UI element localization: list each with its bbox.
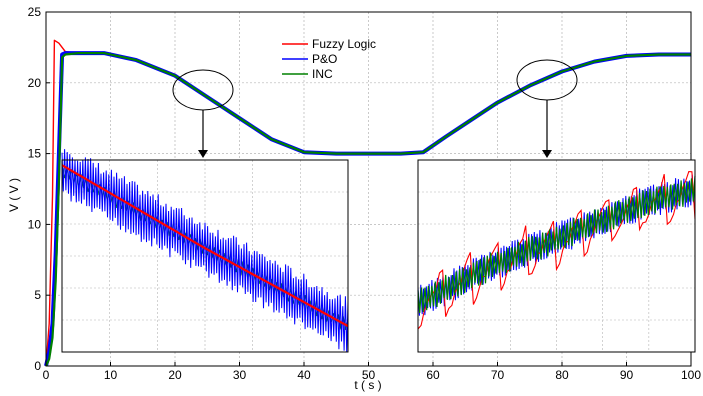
inset-right bbox=[417, 159, 696, 353]
ticks: 0 10 20 30 40 50 60 70 80 90 100 0 5 10 15 20 25 bbox=[28, 5, 702, 382]
x-tick-label: 70 bbox=[491, 368, 505, 382]
x-tick-label: 30 bbox=[233, 368, 247, 382]
y-tick-label: 15 bbox=[28, 147, 42, 161]
x-tick-label: 60 bbox=[426, 368, 440, 382]
inset-left bbox=[61, 149, 349, 353]
zoom-arrowhead-left bbox=[198, 150, 208, 158]
x-axis-label: t ( s ) bbox=[354, 378, 381, 392]
y-tick-label: 5 bbox=[34, 288, 41, 302]
x-tick-label: 50 bbox=[362, 368, 376, 382]
x-tick-label: 40 bbox=[297, 368, 311, 382]
y-axis-label: V ( V ) bbox=[7, 178, 21, 212]
x-tick-label: 0 bbox=[43, 368, 50, 382]
series-main bbox=[44, 39, 691, 367]
y-tick-label: 10 bbox=[28, 217, 42, 231]
zoom-arrowhead-right bbox=[542, 150, 552, 158]
y-tick-label: 20 bbox=[28, 76, 42, 90]
x-tick-label: 90 bbox=[620, 368, 634, 382]
x-tick-label: 10 bbox=[104, 368, 118, 382]
inset-series-line bbox=[417, 175, 696, 313]
inset-frame bbox=[61, 159, 349, 353]
x-tick-label: 20 bbox=[168, 368, 182, 382]
y-tick-label: 0 bbox=[34, 359, 41, 373]
inset-series-line bbox=[61, 164, 349, 328]
y-tick-label: 25 bbox=[28, 5, 42, 19]
x-tick-label: 80 bbox=[555, 368, 569, 382]
legend-label: P&O bbox=[312, 52, 337, 66]
legend-label: Fuzzy Logic bbox=[312, 37, 376, 51]
inset-frame bbox=[417, 159, 696, 353]
inset-series-line bbox=[61, 149, 349, 353]
zoom-markers bbox=[172, 59, 578, 158]
series-line bbox=[44, 51, 691, 367]
x-tick-label: 100 bbox=[681, 368, 701, 382]
legend-label: INC bbox=[312, 67, 333, 81]
